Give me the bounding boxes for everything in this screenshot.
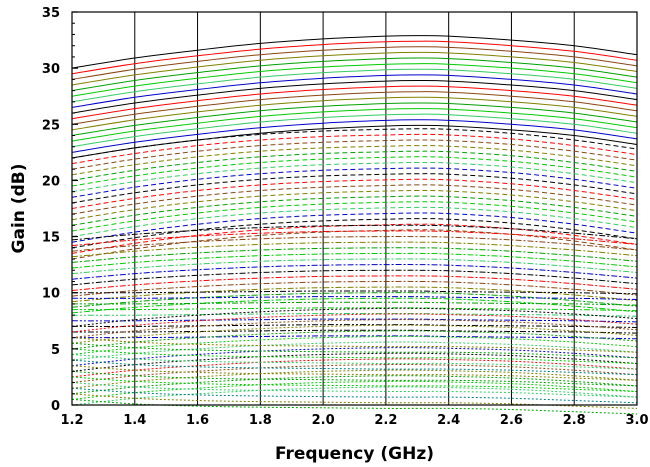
series-line-dash	[71, 139, 638, 170]
x-tick-label: 1.2	[60, 413, 83, 428]
series-line-solid	[71, 96, 638, 131]
series-line-dashdot	[71, 297, 638, 314]
series-line-dash	[71, 189, 638, 221]
series-line-solid	[71, 119, 638, 153]
series-line-dashdot	[71, 280, 638, 297]
series-line-dashdot	[71, 292, 638, 308]
series-line-solid	[71, 102, 638, 136]
series-line-dashdotdot	[71, 307, 638, 312]
series-line-dash	[71, 150, 638, 181]
series-lines	[71, 35, 638, 415]
series-line-dot	[71, 398, 638, 415]
x-tick-label: 2.0	[312, 413, 335, 428]
y-tick-label: 20	[42, 174, 60, 189]
series-line-dash	[71, 178, 638, 209]
series-line-dash	[71, 229, 638, 260]
series-line-solid	[71, 85, 638, 120]
series-line-dashdotdot	[71, 335, 638, 340]
y-tick-label: 5	[51, 343, 60, 358]
series-line-dash	[71, 195, 638, 226]
series-line-dash	[71, 201, 638, 232]
series-line-solid	[71, 113, 638, 148]
series-line-dot	[71, 354, 638, 370]
series-line-solid	[71, 68, 638, 103]
series-line-dashdot	[71, 258, 638, 275]
series-line-solid	[71, 35, 638, 69]
series-line-solid	[71, 91, 638, 125]
series-line-dot	[71, 337, 638, 353]
series-line-dashdotdot	[71, 296, 638, 300]
series-line-dashdot	[71, 275, 638, 291]
series-line-dashdotdot	[71, 329, 638, 334]
x-tick-label: 1.8	[249, 413, 272, 428]
series-line-dashdot	[71, 286, 638, 303]
series-line-solid	[71, 57, 638, 92]
x-axis-title: Frequency (GHz)	[275, 444, 434, 464]
x-tick-label: 1.4	[123, 413, 146, 428]
y-tick-label: 30	[42, 62, 60, 77]
series-line-solid	[71, 51, 638, 86]
y-tick-label: 25	[42, 118, 60, 133]
series-line-dash	[71, 173, 638, 204]
tick-labels: 1.2 1.4 1.6 1.8 2.0 2.2 2.4 2.6 2.8 3.0 0 5 10 15 20 25…	[42, 6, 649, 428]
series-line-solid	[71, 79, 638, 114]
series-line-solid	[71, 63, 638, 97]
x-tick-label: 2.8	[563, 413, 586, 428]
series-line-solid	[71, 40, 638, 75]
y-tick-label: 35	[42, 6, 60, 21]
series-line-dash	[71, 212, 638, 243]
y-tick-label: 10	[42, 287, 60, 302]
series-line-solid	[71, 108, 638, 142]
y-tick-label: 0	[51, 399, 60, 414]
x-tick-label: 1.6	[186, 413, 209, 428]
series-line-dash	[71, 218, 638, 249]
series-line-dot	[71, 359, 638, 376]
y-tick-label: 15	[42, 231, 60, 246]
series-line-dot	[71, 348, 638, 364]
series-line-solid	[71, 74, 638, 108]
series-line-dashdot	[71, 236, 638, 252]
series-line-dot	[71, 393, 638, 409]
series-line-dashdotdot	[71, 290, 638, 295]
series-line-dot	[71, 382, 638, 398]
series-line-dashdot	[71, 264, 638, 280]
series-line-dashdotdot	[71, 324, 638, 328]
series-line-dash	[71, 145, 638, 176]
series-line-dashdotdot	[71, 318, 638, 323]
series-line-dash	[71, 206, 638, 238]
series-line-dash	[71, 184, 638, 215]
series-line-dot	[71, 342, 638, 359]
series-line-dashdot	[71, 269, 638, 286]
axis-ticks	[72, 11, 78, 406]
series-line-dot	[71, 376, 638, 392]
series-line-solid	[71, 46, 638, 80]
series-line-dashdotdot	[71, 312, 638, 317]
series-line-dash	[71, 128, 638, 159]
series-line-dashdot	[71, 247, 638, 263]
x-tick-label: 2.6	[500, 413, 523, 428]
series-line-dash	[71, 161, 638, 193]
series-line-dashdot	[71, 230, 638, 247]
series-line-dot	[71, 365, 638, 381]
series-line-dot	[71, 387, 638, 404]
series-line-dashdot	[71, 241, 638, 258]
y-axis-title: Gain (dB)	[9, 164, 29, 254]
x-tick-label: 3.0	[625, 413, 648, 428]
series-line-dashdotdot	[71, 301, 638, 306]
plot-frame	[71, 11, 638, 406]
series-line-dash	[71, 167, 638, 198]
series-line-dot	[71, 386, 638, 406]
series-line-dot	[71, 370, 638, 387]
x-tick-label: 2.2	[374, 413, 397, 428]
series-line-dashdot	[71, 224, 638, 241]
series-line-dashdot	[71, 252, 638, 269]
x-tick-label: 2.4	[437, 413, 460, 428]
series-line-dash	[71, 133, 638, 165]
series-line-dash	[71, 156, 638, 187]
